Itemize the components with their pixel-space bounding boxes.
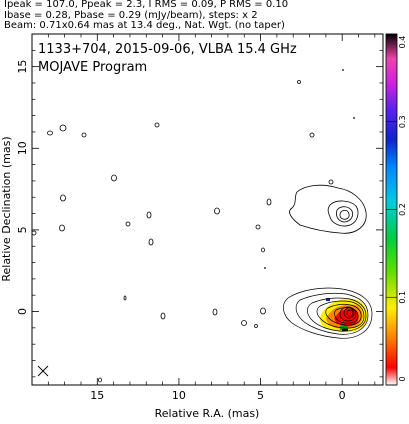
x-tick-label: 15 xyxy=(90,389,104,402)
core-fill xyxy=(326,298,330,301)
contour-level xyxy=(316,300,365,329)
noise-speck xyxy=(353,117,355,119)
y-tick-label: 15 xyxy=(16,60,29,74)
y-tick-label: 10 xyxy=(16,141,29,155)
noise-contour xyxy=(154,122,160,128)
x-axis-label: Relative R.A. (mas) xyxy=(155,407,260,420)
noise-contour xyxy=(146,211,152,219)
noise-contour xyxy=(111,174,117,182)
noise-contour xyxy=(214,207,220,215)
y-axis-label: Relative Declination (mas) xyxy=(0,136,13,281)
noise-contour xyxy=(47,130,53,136)
jet-component-upper xyxy=(289,184,367,234)
noise-contour xyxy=(125,221,131,227)
noise-contours xyxy=(31,80,334,383)
contour-level xyxy=(307,297,367,332)
noise-speck xyxy=(264,267,266,269)
beam-symbol xyxy=(37,365,49,377)
core-fill xyxy=(342,329,348,331)
contour-level xyxy=(325,303,362,326)
colorbar-tick-label: 0 xyxy=(398,376,407,381)
noise-contour xyxy=(59,224,65,232)
y-tick-label: 0 xyxy=(16,308,29,315)
colorbar-tick-label: 0.1 xyxy=(398,291,407,304)
noise-contour xyxy=(328,179,334,185)
axes: 15 10 5 0 15 10 5 0 xyxy=(16,33,383,402)
contour-level xyxy=(327,200,359,227)
noise-contour xyxy=(160,312,166,320)
noise-contour xyxy=(241,320,247,326)
y-tick-label: 5 xyxy=(16,226,29,233)
contour-level xyxy=(343,307,355,319)
contour-level xyxy=(346,309,354,317)
x-tick-label: 5 xyxy=(257,389,264,402)
contour-level xyxy=(295,292,369,335)
contour-level xyxy=(339,209,350,220)
noise-contour xyxy=(309,132,315,138)
noise-contour xyxy=(266,198,272,206)
noise-contour xyxy=(31,230,37,236)
noise-contour xyxy=(254,324,258,328)
noise-contour xyxy=(261,247,265,253)
noise-contour xyxy=(148,238,154,246)
colorbar-tick-label: 0.3 xyxy=(398,115,407,128)
noise-contour xyxy=(297,80,301,84)
header-line-2: Ibase = 0.28, Pbase = 0.29 (mJy/beam), s… xyxy=(4,9,258,21)
noise-contour xyxy=(260,307,266,315)
core-component xyxy=(283,287,373,339)
noise-speck xyxy=(342,69,344,71)
noise-contour xyxy=(255,224,261,230)
header-line-3: Beam: 0.71x0.64 mas at 13.4 deg., Nat. W… xyxy=(4,20,285,31)
colorbar-tick-label: 0.2 xyxy=(398,203,407,216)
noise-contour xyxy=(59,124,67,132)
plot-frame xyxy=(31,33,384,386)
colorbar-tick-label: 0.4 xyxy=(398,36,407,49)
noise-contour xyxy=(60,194,66,202)
contour-level xyxy=(336,206,353,223)
header-line-1: Ipeak = 107.0, Ppeak = 2.3, I RMS = 0.09… xyxy=(4,0,289,10)
map-subtitle: MOJAVE Program xyxy=(38,60,147,75)
map-header: Ipeak = 107.0, Ppeak = 2.3, I RMS = 0.09… xyxy=(4,0,409,32)
x-tick-label: 0 xyxy=(339,389,346,402)
colorbar-ticks: 0 0.1 0.2 0.3 0.4 xyxy=(386,33,407,386)
noise-contour xyxy=(123,295,127,301)
noise-contour xyxy=(98,377,102,383)
contour-level xyxy=(289,184,367,234)
map-title: 1133+704, 2015-09-06, VLBA 15.4 GHz xyxy=(38,42,297,57)
noise-contour xyxy=(212,308,218,316)
noise-contour xyxy=(81,132,87,138)
contour-level xyxy=(339,306,357,322)
x-tick-label: 10 xyxy=(172,389,186,402)
contour-level xyxy=(283,287,373,339)
